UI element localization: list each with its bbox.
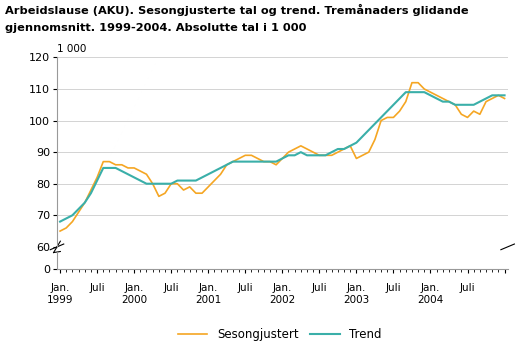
Text: Juli: Juli: [459, 283, 476, 293]
Trend: [465, 103, 471, 107]
Text: Jan.
1999: Jan. 1999: [47, 283, 74, 305]
Sesongjustert: [409, 80, 415, 85]
Line: Sesongjustert: Sesongjustert: [60, 83, 505, 231]
Text: Jan.
2001: Jan. 2001: [195, 283, 221, 305]
Legend: Sesongjustert, Trend: Sesongjustert, Trend: [173, 323, 386, 346]
Trend: [501, 93, 508, 98]
Trend: [156, 182, 162, 186]
Trend: [279, 156, 285, 160]
Text: gjennomsnitt. 1999-2004. Absolutte tal i 1 000: gjennomsnitt. 1999-2004. Absolutte tal i…: [5, 23, 307, 33]
Text: Juli: Juli: [89, 283, 105, 293]
Sesongjustert: [57, 229, 63, 233]
Text: Juli: Juli: [163, 283, 179, 293]
Sesongjustert: [279, 156, 285, 160]
Sesongjustert: [446, 99, 452, 104]
Text: Arbeidslause (AKU). Sesongjusterte tal og trend. Tremånaders glidande: Arbeidslause (AKU). Sesongjusterte tal o…: [5, 4, 469, 16]
Sesongjustert: [205, 185, 211, 189]
Text: Juli: Juli: [311, 283, 327, 293]
Sesongjustert: [465, 115, 471, 120]
Trend: [402, 90, 409, 94]
Sesongjustert: [501, 96, 508, 101]
Text: Jan.
2000: Jan. 2000: [121, 283, 147, 305]
Sesongjustert: [156, 194, 162, 199]
Text: Juli: Juli: [237, 283, 253, 293]
Trend: [57, 219, 63, 224]
Text: Jan.
2003: Jan. 2003: [343, 283, 369, 305]
Trend: [205, 172, 211, 176]
Trend: [434, 96, 440, 101]
Trend: [446, 99, 452, 104]
Text: Juli: Juli: [385, 283, 401, 293]
Text: Jan.
2004: Jan. 2004: [418, 283, 443, 305]
Line: Trend: Trend: [60, 92, 505, 222]
Sesongjustert: [434, 93, 440, 98]
Text: 1 000: 1 000: [57, 44, 87, 54]
Text: Jan.
2002: Jan. 2002: [269, 283, 295, 305]
